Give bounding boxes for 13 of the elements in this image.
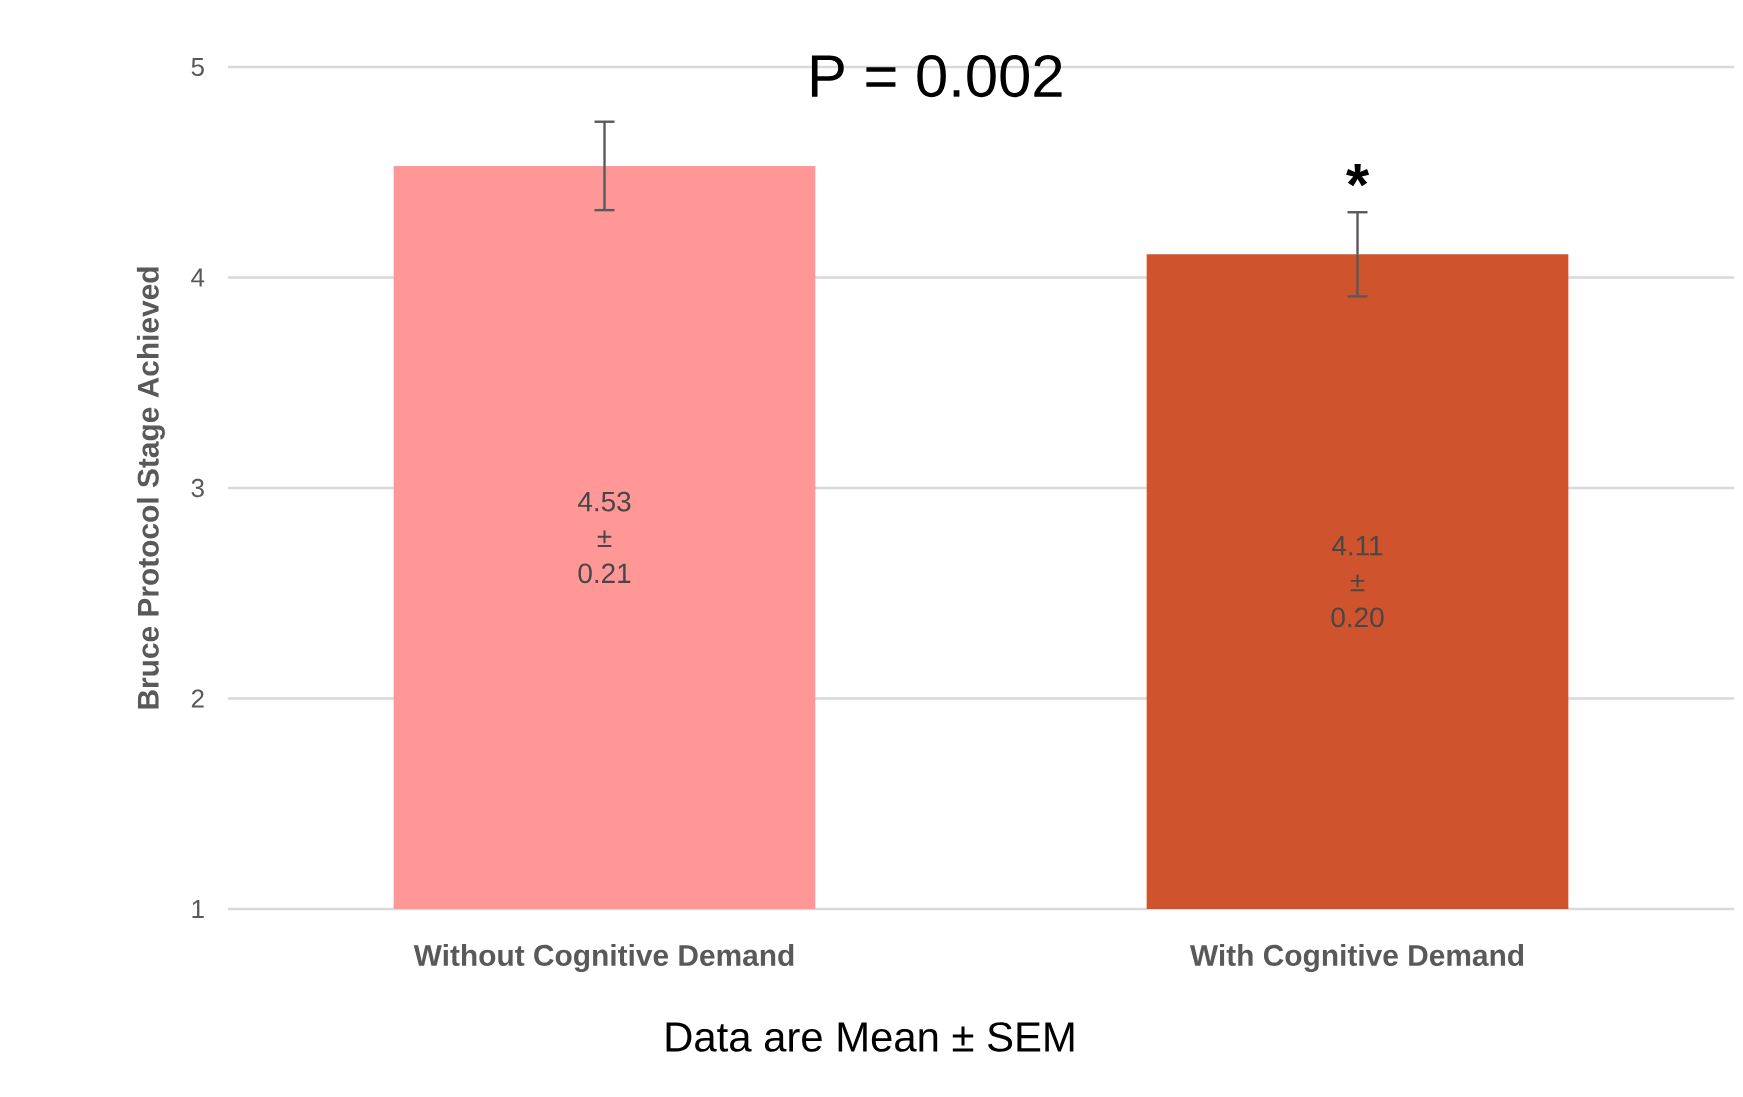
y-axis-title: Bruce Protocol Stage Achieved [136,267,165,709]
data-label: 4.11 ± 0.20 [1331,536,1384,628]
y-tick-label: 1 [192,900,204,918]
y-tick-label: 2 [191,689,204,708]
x-tick-label: Without Cognitive Demand [413,944,794,973]
x-tick-label: With Cognitive Demand [1189,944,1524,973]
y-tick-label: 4 [191,268,205,287]
y-tick-label: 3 [191,478,204,498]
data-label: 4.53 ± 0.21 [577,491,631,584]
annotation: * [1346,164,1370,187]
text: Data are Mean ± SEM [666,1022,1074,1052]
y-tick-label: 5 [191,57,204,77]
chart-title: P = 0.002 [811,54,1062,98]
